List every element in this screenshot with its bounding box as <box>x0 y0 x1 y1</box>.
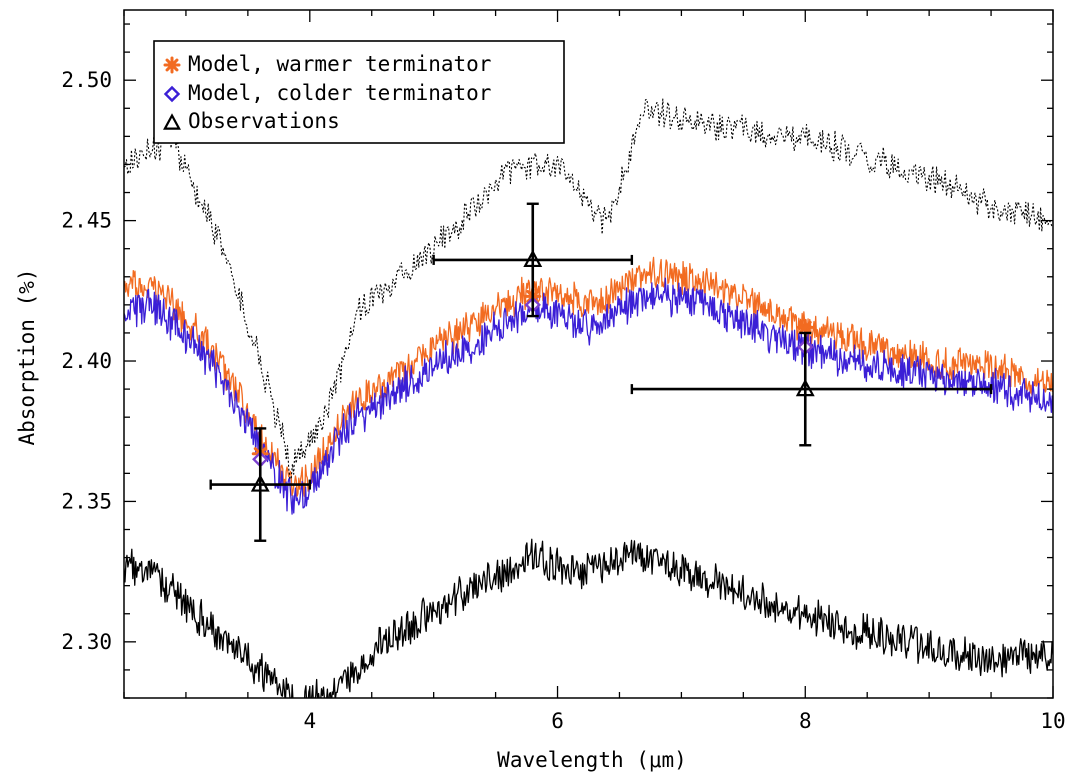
y-tick-label: 2.30 <box>61 630 112 654</box>
spectrum-line-3 <box>124 538 1053 698</box>
x-tick-label: 10 <box>1040 709 1065 733</box>
plot-frame <box>123 9 1054 699</box>
y-axis-label: Absorption (%) <box>15 268 39 445</box>
spectrum-line-1 <box>124 277 1053 515</box>
legend-label: Observations <box>188 109 340 133</box>
marker-layer <box>209 202 993 542</box>
data-layer <box>124 98 1053 698</box>
y-tick-label: 2.35 <box>61 489 112 513</box>
spectrum-line-2 <box>124 98 1053 480</box>
x-axis-label: Wavelength (μm) <box>497 748 687 772</box>
y-tick-label: 2.50 <box>61 68 112 92</box>
legend-box <box>153 40 565 144</box>
legend-marker-warmer-stroke <box>165 58 179 72</box>
y-tick-label: 2.45 <box>61 209 112 233</box>
x-tick-label: 6 <box>551 709 564 733</box>
legend-marker-colder <box>163 85 181 103</box>
x-tick-label: 4 <box>303 709 316 733</box>
observation-point <box>432 202 634 318</box>
axes-layer: 4 6 8 10 2.30 2.35 2.40 2.45 2.50 <box>61 9 1066 733</box>
legend: Model, warmer terminator Model, colder te… <box>153 40 565 144</box>
observation-point <box>209 427 311 542</box>
legend-label: Model, warmer terminator <box>188 52 491 76</box>
model-warmer-marker-stroke <box>798 320 812 334</box>
observation-marker <box>795 378 815 397</box>
x-tick-label: 8 <box>799 709 812 733</box>
y-tick-label: 2.40 <box>61 349 112 373</box>
observation-point <box>630 331 993 447</box>
legend-label: Model, colder terminator <box>188 81 491 105</box>
legend-marker-observations <box>163 113 181 130</box>
legend-marker-warmer <box>163 56 181 74</box>
observation-marker <box>523 249 543 268</box>
observation-marker <box>250 474 270 492</box>
